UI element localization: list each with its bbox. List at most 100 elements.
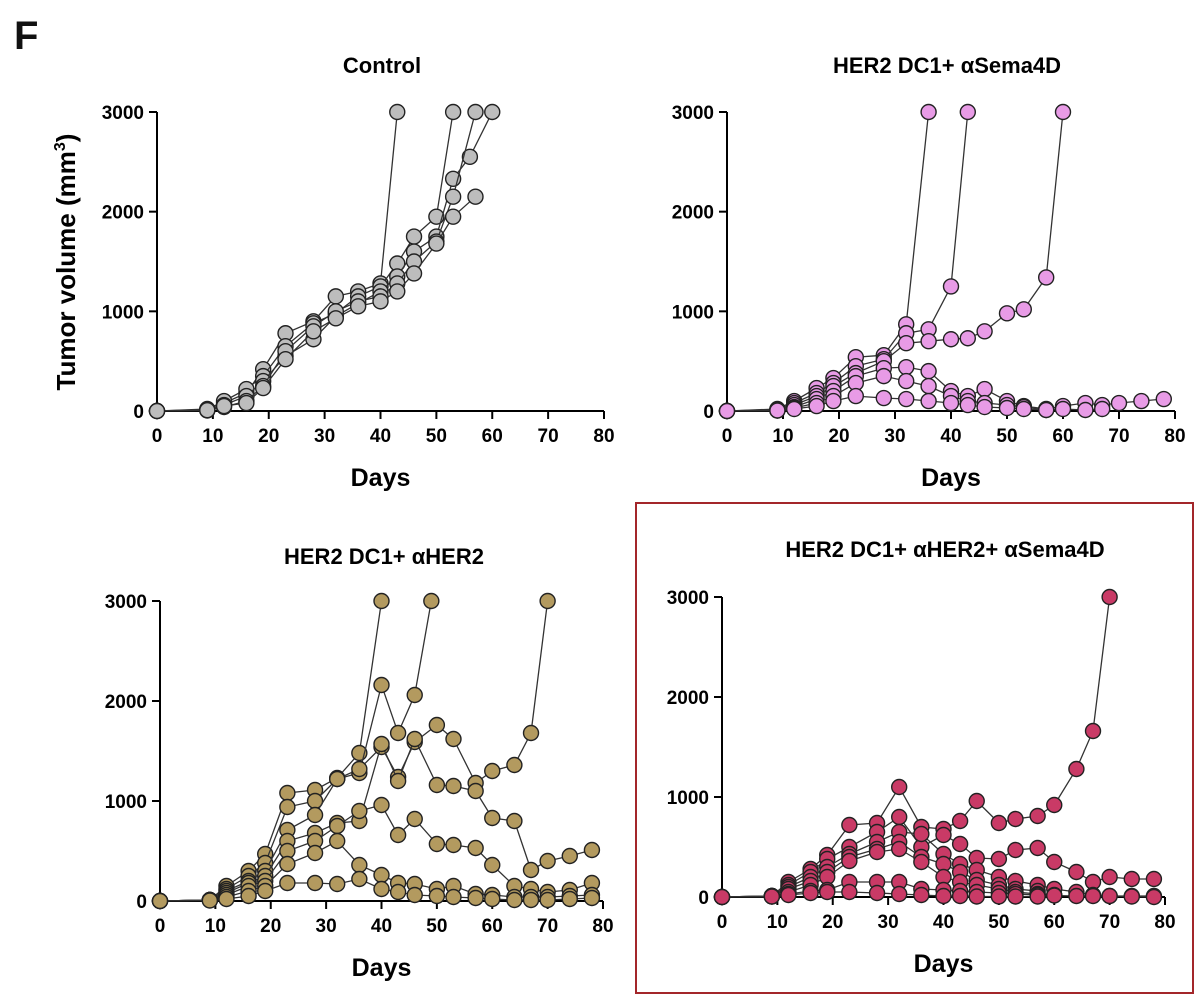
data-point [990,814,1008,832]
series-line [159,600,432,902]
data-point [713,888,731,906]
x-tick-label: 60 [482,426,503,447]
data-point [522,891,540,909]
data-point [306,806,324,824]
data-point [240,887,257,905]
data-point [484,856,501,874]
data-point [913,853,930,871]
series-4 [148,103,484,420]
data-point [1101,887,1118,905]
data-point [898,372,915,390]
series-line [156,111,477,412]
data-point [951,812,969,830]
data-point [802,884,819,902]
data-point [891,808,908,826]
y-tick-label: 3000 [667,588,709,609]
y-tick-label: 2000 [672,203,714,224]
x-axis-label: Days [352,954,412,982]
data-point [467,782,484,800]
data-point [389,826,407,844]
x-tick-label: 50 [996,426,1017,447]
data-point [506,756,523,774]
data-point [151,892,169,910]
data-point [389,772,407,790]
data-point [279,855,296,873]
data-point [351,870,368,888]
data-point [959,103,976,121]
data-point [467,839,484,857]
data-point [1068,760,1085,778]
data-point [522,861,540,879]
data-point [277,350,294,368]
chart-title: HER2 DC1+ αSema4D [833,53,1061,78]
x-tick-label: 70 [1108,426,1129,447]
x-tick-label: 50 [426,426,447,447]
data-point [942,278,960,295]
x-tick-label: 50 [426,916,447,937]
data-point [461,148,479,166]
chart-panel-3: HER2 DC1+ αHER2 0 10 20 30 40 50 60 70 80 0 1000 200… [105,544,614,982]
y-tick-label: 0 [698,888,709,909]
data-point [841,816,858,834]
chart-panel-4: HER2 DC1+ αHER2+ αSema4D 0 10 20 30 40 50 60 70 8… [667,537,1176,978]
data-point [998,305,1016,322]
data-point [467,103,484,121]
data-point [913,825,930,843]
data-point [769,402,786,419]
data-point [539,852,556,870]
data-point [445,836,462,854]
data-point [1037,269,1055,286]
data-point [444,103,462,121]
data-point [279,798,296,816]
data-point [445,888,462,906]
x-tick-label: 80 [1164,426,1185,447]
x-tick-label: 60 [1044,912,1065,933]
data-point [329,770,346,788]
data-point [445,777,462,795]
data-point [327,288,344,305]
data-point [561,847,578,865]
x-tick-label: 40 [371,916,392,937]
data-point [484,762,501,780]
data-point [875,389,892,407]
x-axis-label: Days [914,950,974,978]
x-tick-label: 40 [940,426,961,447]
data-point [968,792,985,810]
data-point [329,817,346,835]
data-point [148,402,166,420]
data-point [444,208,462,225]
data-point [327,310,344,327]
data-point [199,402,216,419]
data-point [467,889,484,907]
data-point [201,892,219,909]
data-point [583,841,601,859]
data-point [951,887,969,905]
data-point [898,358,915,376]
x-tick-label: 70 [1099,912,1120,933]
data-point [1084,887,1102,905]
data-point [763,888,781,905]
data-point [373,866,390,884]
data-point [506,891,523,909]
data-point [868,843,886,861]
y-tick-label: 2000 [105,692,147,713]
data-point [959,396,976,414]
data-point [1037,401,1055,419]
data-point [951,835,969,853]
data-point [522,724,540,742]
data-point [539,592,556,610]
x-tick-label: 70 [537,916,558,937]
data-point [428,716,446,734]
y-tick-label: 1000 [102,302,144,323]
panel-letter: F [14,14,39,58]
x-tick-label: 30 [884,426,905,447]
data-point [405,228,423,245]
data-point [428,835,446,853]
data-point [254,379,272,397]
data-point [389,283,406,300]
data-point [990,888,1008,905]
data-point [583,889,601,907]
data-point [445,730,462,748]
data-point [1068,887,1085,905]
x-tick-label: 10 [202,426,223,447]
